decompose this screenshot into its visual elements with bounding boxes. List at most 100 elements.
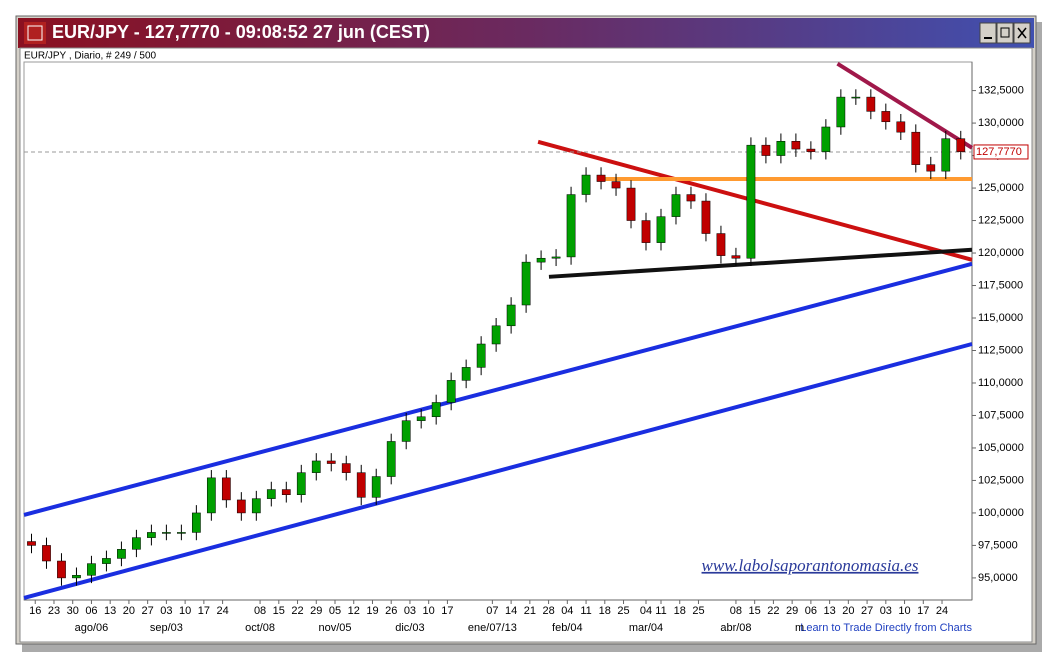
candle-body <box>956 138 966 152</box>
candle-body <box>581 174 591 195</box>
x-tick-label: 11 <box>580 605 591 617</box>
month-label: nov/05 <box>318 622 351 634</box>
x-tick-label: 10 <box>898 605 910 617</box>
x-tick-label: 17 <box>917 605 929 617</box>
x-tick-label: 24 <box>936 605 948 617</box>
candle-body <box>476 343 486 368</box>
candle-body <box>611 181 621 189</box>
candle-body <box>191 512 201 533</box>
x-tick-label: 26 <box>385 605 397 617</box>
y-tick-label: 95,0000 <box>978 572 1018 584</box>
current-price-box <box>973 144 1029 160</box>
y-tick-label: 102,5000 <box>978 474 1024 486</box>
candle-body <box>716 233 726 256</box>
candle-body <box>416 416 426 421</box>
y-tick-label: 100,0000 <box>978 507 1024 519</box>
trendline <box>23 342 973 600</box>
minimize-button[interactable] <box>979 22 997 44</box>
x-tick-label: 07 <box>486 605 498 617</box>
candle-body <box>386 441 396 477</box>
x-tick-label: 28 <box>542 605 554 617</box>
candle-body <box>506 304 516 327</box>
x-tick-label: 20 <box>842 605 854 617</box>
x-tick-label: 12 <box>348 605 360 617</box>
month-label: mar/04 <box>629 622 663 634</box>
trendline <box>23 261 973 517</box>
candle-body <box>881 111 891 123</box>
x-tick-label: 06 <box>805 605 817 617</box>
candle-body <box>266 489 276 499</box>
x-tick-label: 18 <box>674 605 686 617</box>
x-tick-label: 06 <box>85 605 97 617</box>
x-tick-label: 10 <box>423 605 435 617</box>
candle-body <box>671 194 681 217</box>
maximize-button[interactable] <box>996 22 1014 44</box>
candle-body <box>686 194 696 202</box>
x-tick-label: 10 <box>179 605 191 617</box>
x-tick-label: 15 <box>273 605 285 617</box>
x-tick-label: 20 <box>123 605 135 617</box>
month-label: oct/08 <box>245 622 275 634</box>
x-tick-label: 19 <box>366 605 378 617</box>
candle-body <box>896 121 906 133</box>
candle-body <box>821 126 831 152</box>
candle-body <box>356 472 366 498</box>
candle-body <box>851 96 861 99</box>
y-tick-label: 117,5000 <box>978 279 1023 291</box>
x-tick-label: 15 <box>749 605 761 617</box>
candle-body <box>746 144 756 259</box>
x-tick-label: 16 <box>29 605 41 617</box>
x-tick-label: 03 <box>404 605 416 617</box>
candle-body <box>551 256 561 259</box>
trendline <box>548 247 973 279</box>
candle-body <box>776 141 786 156</box>
watermark[interactable]: www.labolsaporantonomasia.es <box>702 556 919 575</box>
candle-body <box>911 131 921 165</box>
x-tick-label: 24 <box>216 605 228 617</box>
month-label: ago/06 <box>75 622 109 634</box>
y-tick-label: 105,0000 <box>978 442 1024 454</box>
footer-link[interactable]: Learn to Trade Directly from Charts <box>800 622 972 634</box>
candle-body <box>296 472 306 495</box>
candle-body <box>132 537 141 550</box>
month-label: dic/03 <box>395 622 424 634</box>
x-tick-label: 23 <box>48 605 60 617</box>
x-tick-label: 04 <box>561 605 573 617</box>
candle-body <box>311 460 321 473</box>
candle-body <box>251 498 261 514</box>
candle-body <box>102 558 111 564</box>
candle-body <box>221 477 231 501</box>
y-tick-label: 120,0000 <box>978 247 1024 259</box>
x-tick-label: 25 <box>617 605 629 617</box>
candle-body <box>941 138 951 172</box>
candle-body <box>401 420 411 442</box>
candle-body <box>147 532 156 538</box>
candle-body <box>791 141 801 150</box>
x-tick-label: 22 <box>291 605 303 617</box>
candle-body <box>596 174 606 182</box>
candle-body <box>206 477 216 514</box>
candle-body <box>926 164 936 172</box>
candle-body <box>117 549 126 559</box>
month-label: feb/04 <box>552 622 583 634</box>
candle-body <box>521 261 531 306</box>
candle-body <box>72 575 81 579</box>
candle-body <box>87 563 96 576</box>
candle-body <box>836 96 846 128</box>
candle-body <box>626 187 636 221</box>
window-buttons[interactable] <box>979 22 1031 44</box>
x-tick-label: 29 <box>310 605 322 617</box>
candle-body <box>656 216 666 243</box>
x-tick-label: 13 <box>104 605 116 617</box>
candle-body <box>281 489 291 495</box>
x-tick-label: 03 <box>160 605 172 617</box>
candle-body <box>162 532 171 534</box>
x-tick-label: 17 <box>198 605 210 617</box>
window-icon <box>24 22 46 44</box>
candle-body <box>57 560 66 579</box>
current-price-label: 127,7770 <box>976 146 1022 158</box>
x-tick-label: 14 <box>505 605 517 617</box>
candle-body <box>431 402 441 418</box>
